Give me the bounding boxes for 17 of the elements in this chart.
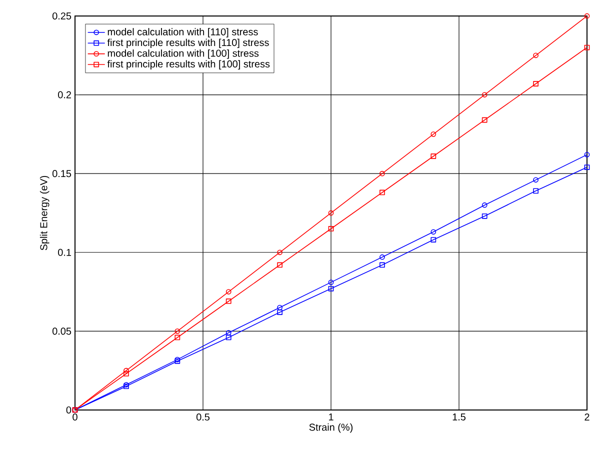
x-tick-label: 2 — [584, 414, 590, 420]
y-tick-label: 0.2 — [58, 91, 71, 98]
legend-label: first principle results with [100] stress — [107, 60, 270, 70]
y-tick-label: 0 — [66, 406, 72, 414]
x-axis-title: Strain (%) — [309, 423, 353, 433]
y-tick-label: 0.25 — [52, 12, 72, 20]
legend-label: first principle results with [110] stress — [107, 38, 269, 48]
y-axis-title: Split Energy (eV) — [40, 176, 50, 250]
x-tick-label: 0 — [72, 414, 78, 421]
y-tick-label: 0.1 — [58, 248, 72, 256]
y-tick-label: 0.05 — [52, 328, 72, 335]
x-tick-label: 1 — [329, 414, 334, 420]
legend-label: model calculation with [100] stress — [108, 49, 259, 59]
legend-label: model calculation with [110] stress — [108, 28, 258, 38]
x-tick-label: 1.5 — [452, 414, 466, 420]
x-tick-label: 0.5 — [196, 414, 210, 421]
y-tick-label: 0.15 — [52, 170, 72, 178]
